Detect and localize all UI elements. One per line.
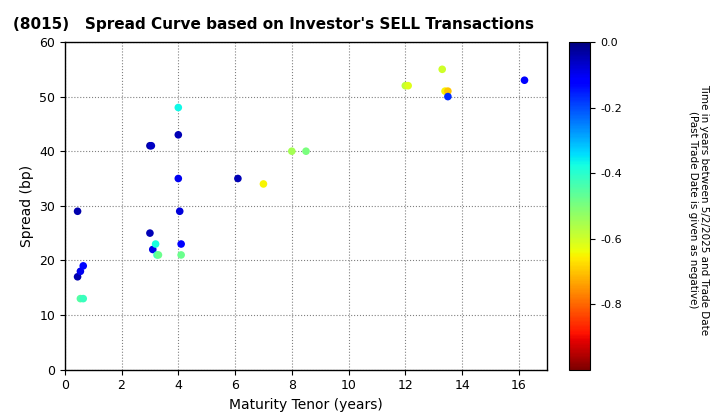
Point: [173, 131, 184, 138]
Text: Time in years between 5/2/2025 and Trade Date
(Past Trade Date is given as negat: Time in years between 5/2/2025 and Trade…: [688, 84, 709, 336]
Point: [402, 82, 414, 89]
Point: [150, 241, 161, 247]
Point: [176, 252, 187, 258]
Point: [147, 246, 158, 253]
X-axis label: Maturity Tenor (years): Maturity Tenor (years): [229, 398, 383, 412]
Point: [173, 175, 184, 182]
Point: [78, 262, 89, 269]
Point: [400, 82, 411, 89]
Point: [286, 148, 297, 155]
Point: [300, 148, 312, 155]
Point: [72, 208, 84, 215]
Point: [144, 142, 156, 149]
Point: [72, 273, 84, 280]
Point: [442, 88, 454, 94]
Point: [232, 175, 243, 182]
Point: [144, 230, 156, 236]
Point: [442, 93, 454, 100]
Text: (8015)   Spread Curve based on Investor's SELL Transactions: (8015) Spread Curve based on Investor's …: [13, 17, 534, 32]
Point: [75, 295, 86, 302]
Point: [436, 66, 448, 73]
Point: [145, 142, 157, 149]
Point: [78, 295, 89, 302]
Point: [439, 88, 451, 94]
Point: [174, 208, 186, 215]
Point: [75, 268, 86, 275]
Point: [518, 77, 530, 84]
Point: [151, 252, 163, 258]
Y-axis label: Spread (bp): Spread (bp): [19, 165, 34, 247]
Point: [153, 252, 164, 258]
Point: [258, 181, 269, 187]
Point: [176, 241, 187, 247]
Point: [173, 104, 184, 111]
